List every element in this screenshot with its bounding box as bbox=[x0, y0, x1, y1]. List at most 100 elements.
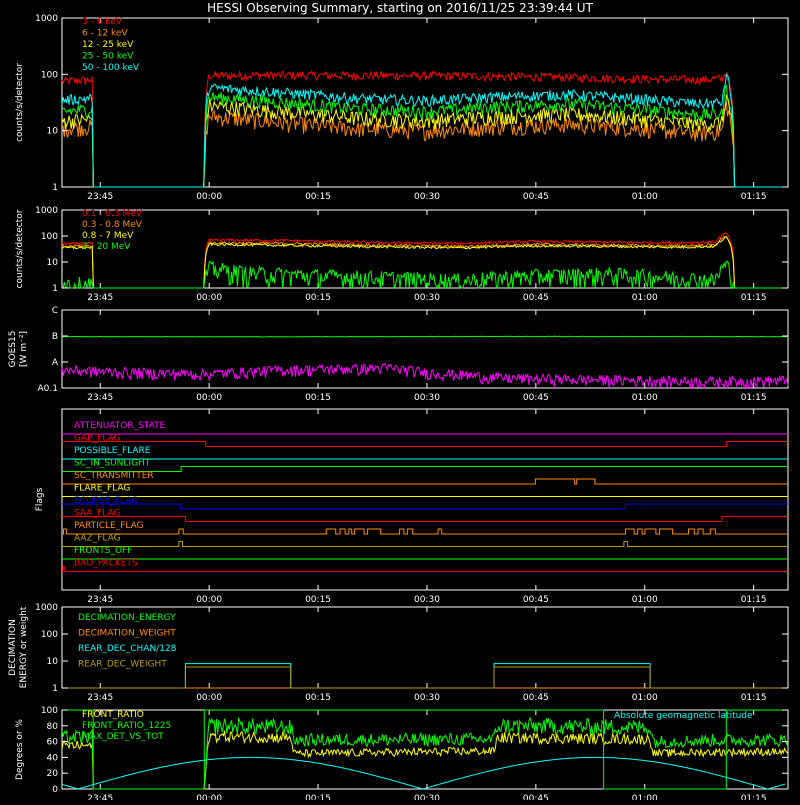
x-tick-label: 01:15 bbox=[741, 192, 767, 202]
x-tick-label: 00:45 bbox=[523, 595, 549, 605]
flag-label-2: POSSIBLE_FLARE bbox=[74, 446, 151, 456]
geo-series-3-line bbox=[61, 756, 786, 790]
flag-label-6: ECLIPSE_FLAG bbox=[74, 496, 138, 506]
hxr-series-4-line bbox=[61, 73, 788, 188]
x-tick-label: 01:00 bbox=[632, 293, 658, 303]
x-tick-label: 00:00 bbox=[196, 293, 222, 303]
y-axis-label: Degrees or % bbox=[15, 719, 25, 780]
y-tick-label: 0 bbox=[52, 785, 58, 795]
x-tick-label: 00:30 bbox=[414, 794, 440, 800]
decim-legend-3: REAR_DEC_WEIGHT bbox=[78, 660, 167, 670]
x-tick-label: 00:30 bbox=[414, 293, 440, 303]
x-tick-label: 01:00 bbox=[632, 393, 658, 403]
goes-panel-frame bbox=[61, 309, 789, 389]
x-tick-label: 00:15 bbox=[305, 393, 331, 403]
x-tick-label: 01:00 bbox=[632, 794, 658, 800]
flag-line-9 bbox=[62, 541, 788, 547]
y-tick-label: C bbox=[52, 306, 58, 316]
y-tick-label: 80 bbox=[47, 722, 59, 732]
flags-panel-frame bbox=[61, 408, 789, 591]
y-tick-label: 1000 bbox=[35, 603, 58, 613]
geo-legend-2: MAX_DET_VS_TOT bbox=[82, 732, 164, 742]
x-tick-label: 00:45 bbox=[523, 794, 549, 800]
flag-line-6 bbox=[62, 503, 788, 510]
y-tick-label: 20 bbox=[47, 769, 59, 779]
goes-series-0-line bbox=[61, 335, 789, 338]
y-tick-label: 1000 bbox=[35, 206, 58, 216]
decim-legend-1: DECIMATION_WEIGHT bbox=[78, 629, 176, 639]
x-tick-label: 00:45 bbox=[523, 393, 549, 403]
gamma-legend-0: 0.1 - 0.3 MeV bbox=[82, 209, 143, 219]
flag-label-0: ATTENUATOR_STATE bbox=[74, 421, 166, 431]
flag-label-9: AAZ_FLAG bbox=[74, 534, 121, 544]
y-axis-label: DECIMATION bbox=[8, 619, 18, 676]
y-tick-label: 1000 bbox=[35, 14, 58, 24]
x-tick-label: 00:00 bbox=[196, 393, 222, 403]
geo-series-2-line bbox=[62, 709, 788, 790]
flag-label-3: SC_IN_SUNLIGHT bbox=[74, 459, 151, 469]
x-tick-label: 23:45 bbox=[87, 293, 113, 303]
decim-legend-0: DECIMATION_ENERGY bbox=[78, 613, 176, 623]
flag-label-1: GAP_FLAG bbox=[74, 434, 120, 444]
flag-label-7: SAA_FLAG bbox=[74, 509, 120, 519]
x-tick-label: 23:45 bbox=[87, 794, 113, 800]
y-tick-label: B bbox=[52, 332, 58, 342]
x-tick-label: 01:15 bbox=[741, 293, 767, 303]
x-tick-label: 00:45 bbox=[523, 293, 549, 303]
y-tick-label: 100 bbox=[41, 630, 58, 640]
gamma-legend-2: 0.8 - 7 MeV bbox=[82, 231, 134, 241]
x-tick-label: 23:45 bbox=[87, 693, 113, 703]
x-tick-label: 00:00 bbox=[196, 693, 222, 703]
flag-line-1 bbox=[62, 441, 788, 447]
x-tick-label: 01:15 bbox=[741, 393, 767, 403]
x-tick-label: 00:15 bbox=[305, 693, 331, 703]
hxr-legend-3: 25 - 50 keV bbox=[82, 52, 134, 62]
x-tick-label: 00:30 bbox=[414, 595, 440, 605]
flag-line-3 bbox=[62, 466, 788, 472]
x-tick-label: 00:00 bbox=[196, 192, 222, 202]
flag-label-8: PARTICLE_FLAG bbox=[74, 521, 144, 531]
x-tick-label: 00:15 bbox=[305, 794, 331, 800]
y-axis-label-2: [W m⁻²] bbox=[19, 331, 29, 367]
x-tick-label: 00:15 bbox=[305, 595, 331, 605]
x-tick-label: 00:30 bbox=[414, 192, 440, 202]
chart-title: HESSI Observing Summary, starting on 201… bbox=[207, 1, 593, 15]
flag-label-11: BAD_PACKETS bbox=[74, 559, 138, 569]
x-tick-label: 00:15 bbox=[305, 293, 331, 303]
hxr-legend-4: 50 - 100 keV bbox=[82, 63, 140, 73]
goes-series-1-line bbox=[61, 362, 789, 390]
flag-line-4 bbox=[62, 478, 788, 485]
y-tick-label: 10 bbox=[47, 657, 59, 667]
y-tick-label: A bbox=[52, 358, 59, 368]
geo-legend-1: FRONT_RATIO_1225 bbox=[82, 721, 171, 731]
y-tick-label: 10 bbox=[47, 127, 59, 137]
decim-series-3-line bbox=[62, 666, 788, 689]
flag-label-4: SC_TRANSMITTER bbox=[74, 471, 154, 481]
x-tick-label: 01:00 bbox=[632, 192, 658, 202]
y-axis-label: counts/s/detector bbox=[15, 209, 25, 288]
x-tick-label: 00:00 bbox=[196, 794, 222, 800]
gamma-legend-1: 0.3 - 0.8 MeV bbox=[82, 220, 143, 230]
x-tick-label: 23:45 bbox=[87, 595, 113, 605]
hxr-legend-0: 3 - 6 keV bbox=[82, 17, 123, 27]
y-axis-label: Flags bbox=[35, 487, 45, 511]
x-tick-label: 01:15 bbox=[741, 794, 767, 800]
y-tick-label: 60 bbox=[47, 738, 59, 748]
y-tick-label: 1 bbox=[52, 183, 58, 193]
x-tick-label: 01:15 bbox=[741, 693, 767, 703]
gamma-series-3-line bbox=[62, 260, 788, 290]
flag-line-7 bbox=[62, 516, 788, 522]
geo-legend-0: FRONT_RATIO bbox=[82, 710, 144, 720]
y-tick-label: 40 bbox=[47, 753, 59, 763]
x-tick-label: 00:45 bbox=[523, 192, 549, 202]
hxr-legend-2: 12 - 25 keV bbox=[82, 40, 134, 50]
y-axis-label: counts/s/detector bbox=[15, 63, 25, 142]
y-tick-label: 1 bbox=[52, 684, 58, 694]
decim-legend-2: REAR_DEC_CHAN/128 bbox=[78, 644, 177, 654]
x-tick-label: 01:00 bbox=[632, 595, 658, 605]
geomagnetic-annotation: Absolute geomagnetic latitude bbox=[614, 711, 753, 721]
x-tick-label: 23:45 bbox=[87, 393, 113, 403]
gamma-panel-frame bbox=[61, 209, 789, 289]
